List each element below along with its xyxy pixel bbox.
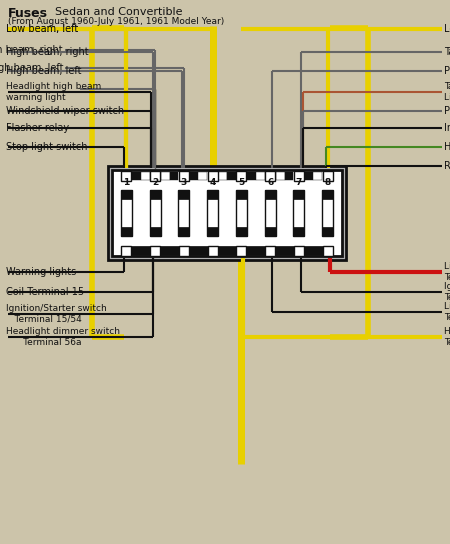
Bar xyxy=(122,170,131,181)
Text: Headlight dimmer switch
      Terminal 56a: Headlight dimmer switch Terminal 56a xyxy=(6,327,120,347)
Bar xyxy=(323,245,333,256)
Bar xyxy=(207,227,218,236)
Text: Low beam, right: Low beam, right xyxy=(444,24,450,34)
Text: Windshield wiper switch: Windshield wiper switch xyxy=(6,106,124,116)
Bar xyxy=(294,245,304,256)
Text: Ignition/Starter switch
Terminal 30: Ignition/Starter switch Terminal 30 xyxy=(444,282,450,302)
Text: Warning lights: Warning lights xyxy=(6,267,76,277)
Bar xyxy=(265,245,275,256)
Bar xyxy=(265,190,275,199)
Text: High beam, left: High beam, left xyxy=(0,63,63,73)
Bar xyxy=(236,227,247,236)
Text: 7: 7 xyxy=(296,178,302,187)
Bar xyxy=(256,171,265,180)
Text: Radio: Radio xyxy=(444,161,450,171)
Text: Ignition/Starter switch
   Terminal 15/54: Ignition/Starter switch Terminal 15/54 xyxy=(6,304,107,324)
Text: High beam, right: High beam, right xyxy=(6,47,89,57)
Bar xyxy=(178,190,189,236)
Bar xyxy=(149,190,161,236)
Bar xyxy=(293,227,304,236)
Bar xyxy=(207,190,218,236)
Bar xyxy=(161,171,170,180)
Bar xyxy=(150,245,160,256)
Text: 2: 2 xyxy=(152,178,158,187)
Text: Headlight dimmer switch
Terminal 56b: Headlight dimmer switch Terminal 56b xyxy=(444,327,450,347)
Bar xyxy=(304,171,313,180)
Bar xyxy=(322,227,333,236)
Text: 8: 8 xyxy=(324,178,331,187)
Bar xyxy=(236,245,247,256)
Bar xyxy=(265,170,275,181)
Text: Fuses: Fuses xyxy=(8,7,48,20)
Text: 5: 5 xyxy=(238,178,244,187)
Bar xyxy=(108,166,346,260)
Text: Low beam, left: Low beam, left xyxy=(6,24,78,34)
Bar xyxy=(198,171,207,180)
Bar xyxy=(170,171,178,180)
Text: Horn: Horn xyxy=(444,142,450,152)
Bar xyxy=(313,171,322,180)
Bar xyxy=(227,171,236,180)
Bar xyxy=(121,190,132,236)
Bar xyxy=(121,227,132,236)
Text: Parking light, left: Parking light, left xyxy=(444,66,450,76)
Bar xyxy=(236,190,247,236)
Bar xyxy=(189,171,198,180)
Text: Tail light, right
License plate light: Tail light, right License plate light xyxy=(444,82,450,102)
Bar xyxy=(265,227,275,236)
Bar xyxy=(218,171,227,180)
Bar xyxy=(207,245,218,256)
Bar xyxy=(141,171,149,180)
Bar xyxy=(112,170,342,256)
Text: Tail light, left: Tail light, left xyxy=(444,47,450,57)
Text: High beam, left: High beam, left xyxy=(6,66,81,76)
Bar xyxy=(236,190,247,199)
Bar xyxy=(236,170,247,181)
Text: High beam, right: High beam, right xyxy=(0,45,63,55)
Bar xyxy=(247,171,256,180)
Text: Low beam, left: Low beam, left xyxy=(6,24,78,34)
Bar xyxy=(294,170,304,181)
Text: 1: 1 xyxy=(123,178,130,187)
Text: Lighting switch
Terminal 58: Lighting switch Terminal 58 xyxy=(444,302,450,322)
Bar xyxy=(150,170,160,181)
Bar xyxy=(322,190,333,199)
Bar xyxy=(293,190,304,236)
Bar xyxy=(293,190,304,199)
Text: Flasher relay: Flasher relay xyxy=(6,123,69,133)
Bar xyxy=(207,190,218,199)
Bar xyxy=(322,190,333,236)
Text: 6: 6 xyxy=(267,178,273,187)
Bar xyxy=(122,245,131,256)
Bar xyxy=(265,190,275,236)
Text: Headlight high beam
warning light: Headlight high beam warning light xyxy=(6,82,101,102)
Text: 4: 4 xyxy=(209,178,216,187)
Bar xyxy=(179,170,189,181)
Bar xyxy=(179,245,189,256)
Bar xyxy=(207,170,218,181)
Text: Parking light, right: Parking light, right xyxy=(444,106,450,116)
Bar xyxy=(275,171,284,180)
Text: Sedan and Convertible: Sedan and Convertible xyxy=(48,7,183,17)
Bar xyxy=(132,171,141,180)
Text: Coil Terminal 15: Coil Terminal 15 xyxy=(6,287,84,297)
Bar xyxy=(323,170,333,181)
Bar xyxy=(284,171,293,180)
Text: Interior light: Interior light xyxy=(444,123,450,133)
Text: Stop light switch: Stop light switch xyxy=(6,142,87,152)
Text: (From August 1960-July 1961, 1961 Model Year): (From August 1960-July 1961, 1961 Model … xyxy=(8,17,224,26)
Bar xyxy=(121,190,132,199)
Text: 3: 3 xyxy=(181,178,187,187)
Text: Lighting switch
Terminal 30: Lighting switch Terminal 30 xyxy=(444,262,450,282)
Bar xyxy=(149,227,161,236)
Bar xyxy=(178,227,189,236)
Bar xyxy=(149,190,161,199)
Bar xyxy=(178,190,189,199)
